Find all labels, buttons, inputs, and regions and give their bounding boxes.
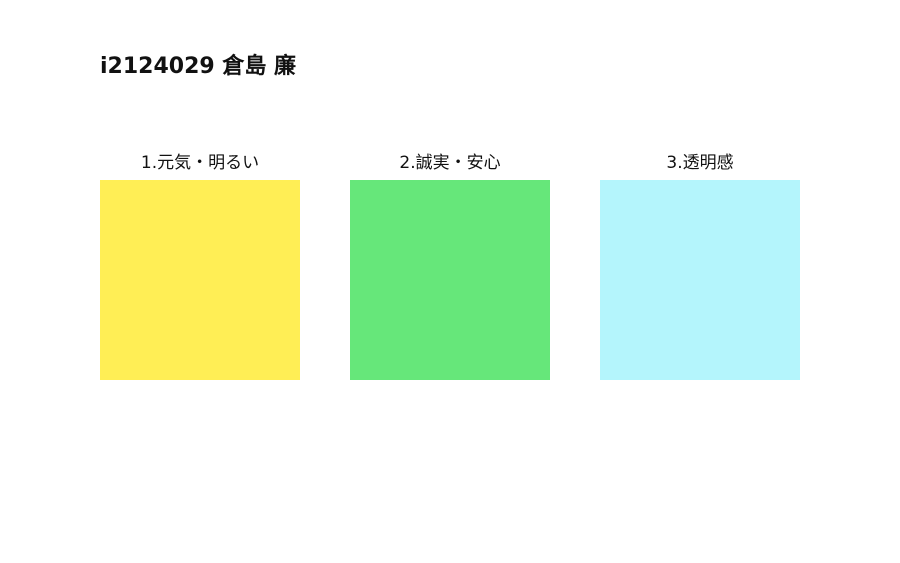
swatch-group-seijitsu: 2.誠実・安心 xyxy=(350,146,550,380)
swatch-label: 2.誠実・安心 xyxy=(399,153,501,173)
color-swatch-light-blue xyxy=(600,180,800,380)
color-swatch-yellow xyxy=(100,180,300,380)
swatch-label: 1.元気・明るい xyxy=(140,153,260,173)
page-title: i2124029 倉島 廉 xyxy=(100,54,297,79)
swatch-group-genki: 1.元気・明るい xyxy=(100,146,300,380)
color-swatch-green xyxy=(350,180,550,380)
swatch-label: 3.透明感 xyxy=(666,153,734,173)
swatch-group-toumeikan: 3.透明感 xyxy=(600,146,800,380)
